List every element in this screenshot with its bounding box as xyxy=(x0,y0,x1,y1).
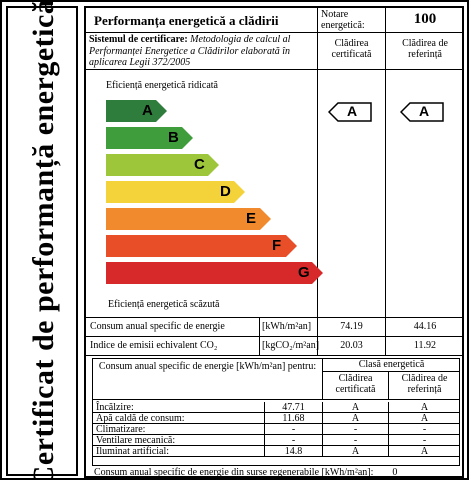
table-head-clasa: Clasă energetică xyxy=(323,359,460,372)
renewable-label: Consum anual specific de energie din sur… xyxy=(94,467,374,478)
table-head-cert: Clădirea certificată xyxy=(323,372,389,400)
efficiency-high-label: Eficiență energetică ridicată xyxy=(106,80,218,91)
co2-label: Indice de emisii echivalent CO₂ xyxy=(86,337,260,356)
energy-bar-g: G xyxy=(106,262,324,284)
consum-label: Consum anual specific de energie xyxy=(86,318,260,337)
cert-class-arrow-icon: A xyxy=(328,102,372,122)
main-panel: Performanța energetică a clădirii Notare… xyxy=(84,6,464,478)
item-value: - xyxy=(265,424,323,435)
co2-cert-value: 20.03 xyxy=(318,337,386,356)
consum-ref-value: 44.16 xyxy=(386,318,464,337)
item-cert-class: A xyxy=(323,402,389,413)
efficiency-low-label: Eficiență energetică scăzută xyxy=(108,299,220,310)
energy-bar-a: A xyxy=(106,100,168,122)
energy-bar-letter: E xyxy=(246,210,257,227)
notare-label: Notare energetică: xyxy=(318,8,386,33)
ref-class-letter: A xyxy=(419,103,430,119)
item-value: 14.8 xyxy=(265,446,323,457)
cert-class-cell: A xyxy=(318,70,386,318)
energy-bar-f: F xyxy=(106,235,298,257)
energy-bar-letter: B xyxy=(168,129,179,146)
system-label: Sistemul de certificare: xyxy=(89,34,188,45)
item-label: Climatizare: xyxy=(93,424,265,435)
ref-class-cell: A xyxy=(386,70,464,318)
energy-bar-letter: F xyxy=(272,237,282,254)
energy-bar-e: E xyxy=(106,208,272,230)
energy-bar-letter: D xyxy=(220,183,231,200)
renewable-value: 0 xyxy=(392,467,398,478)
item-value: - xyxy=(265,435,323,446)
energy-bar-d: D xyxy=(106,181,246,203)
co2-unit: [kgCO₂/m²an] xyxy=(260,337,319,356)
vertical-title-panel: Certificat de performanță energetică xyxy=(6,0,78,480)
item-label: Iluminat artificial: xyxy=(93,446,265,457)
item-ref-class: A xyxy=(389,402,460,413)
item-ref-class: - xyxy=(389,435,460,446)
item-ref-class: - xyxy=(389,424,460,435)
cert-class-letter: A xyxy=(347,103,358,119)
item-label: Încălzire: xyxy=(93,402,265,413)
item-label: Ventilare mecanică: xyxy=(93,435,265,446)
energy-bar-letter: A xyxy=(142,102,153,119)
item-ref-class: A xyxy=(389,446,460,457)
energy-bar-b: B xyxy=(106,127,194,149)
energy-bar-c: C xyxy=(106,154,220,176)
item-cert-class: A xyxy=(323,413,389,424)
column-referinta: Clădirea de referință xyxy=(386,33,464,70)
table-head-ref: Clădirea de referință xyxy=(389,372,460,400)
item-ref-class: A xyxy=(389,413,460,424)
energy-bar-letter: C xyxy=(194,156,205,173)
certification-system: Sistemul de certificare: Metodologia de … xyxy=(86,33,318,70)
item-cert-class: A xyxy=(323,446,389,457)
ref-class-arrow-icon: A xyxy=(400,102,444,122)
item-value: 11.68 xyxy=(265,413,323,424)
consum-cert-value: 74.19 xyxy=(318,318,386,337)
consum-unit: [kWh/m²an] xyxy=(260,318,318,337)
co2-ref-value: 11.92 xyxy=(386,337,464,356)
system-text: Metodologia de calcul al Performanței En… xyxy=(89,34,291,68)
table-head-consum: Consum anual specific de energie [kWh/m²… xyxy=(93,359,323,400)
vertical-title: Certificat de performanță energetică xyxy=(27,0,60,480)
item-label: Apă caldă de consum: xyxy=(93,413,265,424)
item-value: 47.71 xyxy=(265,402,323,413)
item-cert-class: - xyxy=(323,424,389,435)
column-certificata: Clădirea certificată xyxy=(318,33,386,70)
renewable-energy-row: Consum anual specific de energie din sur… xyxy=(92,467,460,478)
energy-bar-letter: G xyxy=(298,264,310,281)
item-cert-class: - xyxy=(323,435,389,446)
energy-score: 100 xyxy=(386,8,464,33)
performance-title: Performanța energetică a clădirii xyxy=(86,8,318,33)
breakdown-table: Consum anual specific de energie [kWh/m²… xyxy=(92,358,460,466)
